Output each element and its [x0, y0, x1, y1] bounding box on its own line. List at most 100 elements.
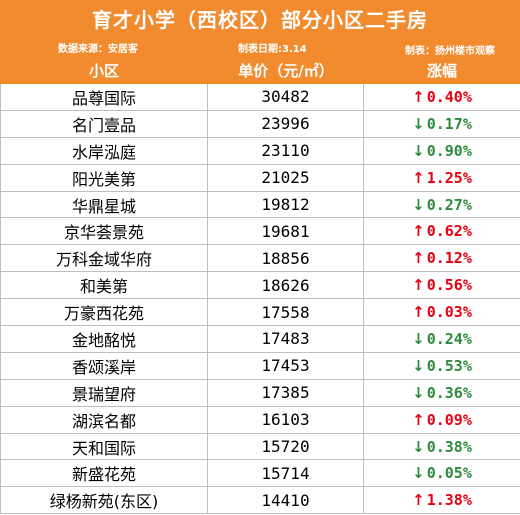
table-row: 阳光美第 21025 ↑ 1.25%	[0, 164, 520, 192]
price-change: ↓ 0.38%	[364, 433, 520, 461]
change-value: 0.09%	[426, 410, 472, 429]
change-value: 1.38%	[426, 491, 472, 510]
change-value: 0.36%	[426, 383, 472, 402]
price-change: ↓ 0.17%	[364, 110, 520, 138]
arrow-down-icon: ↓	[412, 114, 425, 133]
unit-price: 18626	[208, 272, 364, 300]
change-value: 0.05%	[426, 464, 472, 483]
change-value: 0.12%	[426, 249, 472, 268]
arrow-up-icon: ↑	[412, 87, 425, 106]
unit-price: 23110	[208, 137, 364, 165]
unit-price: 15714	[208, 460, 364, 488]
table-row: 天和国际 15720 ↓ 0.38%	[0, 433, 520, 461]
table-row: 水岸泓庭 23110 ↓ 0.90%	[0, 137, 520, 165]
unit-price: 19681	[208, 218, 364, 246]
arrow-down-icon: ↓	[412, 383, 425, 402]
change-value: 1.25%	[426, 168, 472, 187]
community-name: 阳光美第	[0, 164, 208, 192]
change-value: 0.90%	[426, 141, 472, 160]
community-name: 香颂溪岸	[0, 352, 208, 380]
community-name: 绿杨新苑(东区)	[0, 487, 208, 515]
unit-price: 18856	[208, 245, 364, 273]
price-change: ↑ 0.62%	[364, 218, 520, 246]
price-change: ↓ 0.24%	[364, 326, 520, 353]
column-header-price: 单价（元/㎡）	[238, 62, 334, 80]
community-name: 金地酩悦	[0, 326, 208, 353]
price-change: ↓ 0.90%	[364, 137, 520, 165]
price-change: ↑ 0.12%	[364, 245, 520, 273]
unit-price: 17483	[208, 326, 364, 353]
price-change: ↓ 0.05%	[364, 460, 520, 488]
community-name: 品尊国际	[0, 84, 208, 111]
price-change: ↑ 1.38%	[364, 487, 520, 515]
arrow-up-icon: ↑	[412, 168, 425, 187]
change-value: 0.62%	[426, 222, 472, 241]
table-header: 育才小学（西校区）部分小区二手房 数据来源：安居客 制表日期:3.14 制表：扬…	[0, 0, 520, 84]
arrow-down-icon: ↓	[412, 437, 425, 456]
table-row: 品尊国际 30482 ↑ 0.40%	[0, 84, 520, 111]
table-row: 万科金域华府 18856 ↑ 0.12%	[0, 245, 520, 273]
change-value: 0.56%	[426, 276, 472, 295]
change-value: 0.40%	[426, 87, 472, 106]
unit-price: 17453	[208, 352, 364, 380]
community-name: 天和国际	[0, 433, 208, 461]
change-value: 0.38%	[426, 437, 472, 456]
table-row: 绿杨新苑(东区) 14410 ↑ 1.38%	[0, 487, 520, 515]
column-header-change: 涨幅	[426, 62, 457, 80]
table-row: 万豪西花苑 17558 ↑ 0.03%	[0, 299, 520, 327]
page-title: 育才小学（西校区）部分小区二手房	[92, 8, 428, 32]
table-row: 湖滨名都 16103 ↑ 0.09%	[0, 406, 520, 434]
table-row: 香颂溪岸 17453 ↓ 0.53%	[0, 352, 520, 380]
unit-price: 30482	[208, 84, 364, 111]
community-name: 京华荟景苑	[0, 218, 208, 246]
price-change: ↑ 0.03%	[364, 299, 520, 327]
change-value: 0.53%	[426, 356, 472, 375]
community-name: 万科金域华府	[0, 245, 208, 273]
arrow-up-icon: ↑	[412, 303, 425, 322]
arrow-up-icon: ↑	[412, 276, 425, 295]
arrow-down-icon: ↓	[412, 464, 425, 483]
unit-price: 23996	[208, 110, 364, 138]
table-row: 华鼎星城 19812 ↓ 0.27%	[0, 191, 520, 219]
community-name: 水岸泓庭	[0, 137, 208, 165]
unit-price: 15720	[208, 433, 364, 461]
price-change: ↑ 0.56%	[364, 272, 520, 300]
price-change: ↑ 1.25%	[364, 164, 520, 192]
community-name: 华鼎星城	[0, 191, 208, 219]
arrow-up-icon: ↑	[412, 491, 425, 510]
unit-price: 16103	[208, 406, 364, 434]
change-value: 0.24%	[426, 329, 472, 348]
arrow-up-icon: ↑	[412, 410, 425, 429]
community-name: 名门壹品	[0, 110, 208, 138]
data-source: 数据来源：安居客	[58, 44, 138, 55]
table-row: 和美第 18626 ↑ 0.56%	[0, 272, 520, 300]
price-change: ↑ 0.09%	[364, 406, 520, 434]
table-row: 名门壹品 23996 ↓ 0.17%	[0, 110, 520, 138]
table-author: 制表：扬州楼市观察	[405, 46, 495, 57]
change-value: 0.27%	[426, 195, 472, 214]
community-name: 和美第	[0, 272, 208, 300]
community-name: 万豪西花苑	[0, 299, 208, 327]
arrow-down-icon: ↓	[412, 195, 425, 214]
community-name: 景瑞望府	[0, 379, 208, 407]
price-change: ↓ 0.36%	[364, 379, 520, 407]
price-change: ↓ 0.53%	[364, 352, 520, 380]
community-name: 新盛花苑	[0, 460, 208, 488]
unit-price: 19812	[208, 191, 364, 219]
change-value: 0.17%	[426, 114, 472, 133]
unit-price: 14410	[208, 487, 364, 515]
unit-price: 21025	[208, 164, 364, 192]
arrow-down-icon: ↓	[412, 356, 425, 375]
price-change: ↓ 0.27%	[364, 191, 520, 219]
table-row: 金地酩悦 17483 ↓ 0.24%	[0, 326, 520, 353]
column-header-name: 小区	[88, 62, 119, 80]
arrow-up-icon: ↑	[412, 249, 425, 268]
arrow-down-icon: ↓	[412, 141, 425, 160]
table-row: 新盛花苑 15714 ↓ 0.05%	[0, 460, 520, 488]
table-body: 品尊国际 30482 ↑ 0.40% 名门壹品 23996 ↓ 0.17% 水岸泓庭 23110 ↓…	[0, 84, 520, 515]
change-value: 0.03%	[426, 303, 472, 322]
price-change: ↑ 0.40%	[364, 84, 520, 111]
table-row: 景瑞望府 17385 ↓ 0.36%	[0, 379, 520, 407]
table-row: 京华荟景苑 19681 ↑ 0.62%	[0, 218, 520, 246]
unit-price: 17385	[208, 379, 364, 407]
